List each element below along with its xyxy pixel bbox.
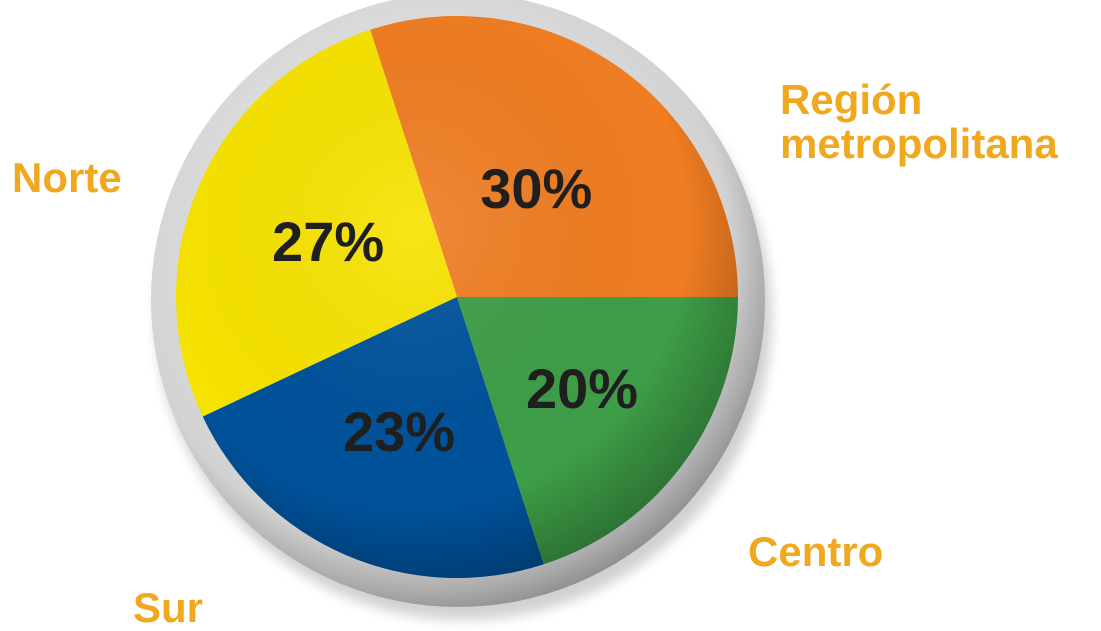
pie-value-labels: 30% 27% 23% 20% [272,157,638,463]
slice-value-label: 20% [526,357,638,420]
pie-slices [175,15,738,579]
category-label-sur: Sur [133,586,203,630]
slice-value-label: 27% [272,210,384,273]
category-label-line: metropolitana [780,120,1058,167]
slice-value-label: 23% [343,400,455,463]
category-label-line: Centro [748,528,884,575]
category-label-line: Norte [12,154,122,201]
category-label-norte: Norte [12,156,122,200]
category-label-region-metropolitana: Región metropolitana [780,78,1058,166]
category-label-centro: Centro [748,530,883,574]
slice-value-label: 30% [480,157,592,220]
category-label-line: Sur [133,584,204,631]
category-label-line: Región [780,76,923,123]
